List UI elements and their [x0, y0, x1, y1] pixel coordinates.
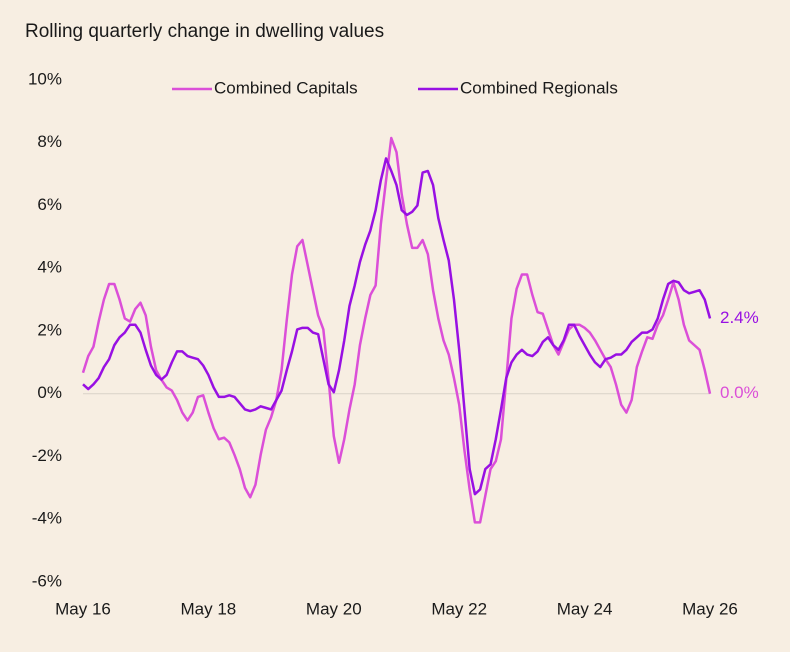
y-tick-label: 0%: [37, 383, 62, 402]
y-tick-label: -4%: [32, 509, 62, 528]
y-tick-label: 10%: [28, 69, 62, 88]
y-tick-label: 8%: [37, 132, 62, 151]
legend-label: Combined Capitals: [214, 78, 358, 97]
series-line: [82, 157, 712, 496]
chart-title: Rolling quarterly change in dwelling val…: [25, 21, 384, 42]
x-tick-label: May 24: [557, 599, 613, 618]
series-line: [81, 136, 712, 524]
x-tick-label: May 18: [181, 599, 237, 618]
y-tick-label: 2%: [37, 320, 62, 339]
y-tick-label: 6%: [37, 195, 62, 214]
y-tick-label: -2%: [32, 446, 62, 465]
x-tick-label: May 26: [682, 599, 738, 618]
x-tick-label: May 16: [55, 599, 111, 618]
y-tick-label: -6%: [32, 571, 62, 590]
x-tick-label: May 22: [431, 599, 487, 618]
end-label: 0.0%: [720, 383, 759, 402]
x-tick-label: May 20: [306, 599, 362, 618]
end-label: 2.4%: [720, 308, 759, 327]
y-tick-label: 4%: [37, 258, 62, 277]
legend-label: Combined Regionals: [460, 78, 618, 97]
